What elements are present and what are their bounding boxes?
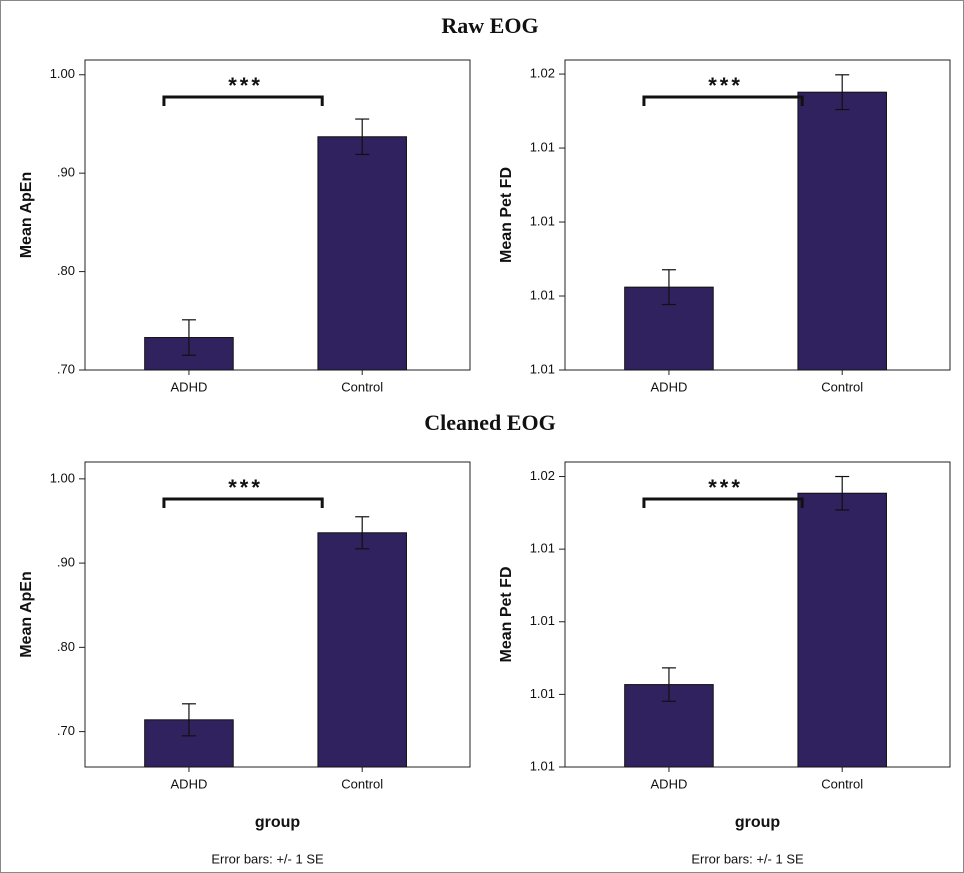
plot-area xyxy=(564,461,951,768)
plot-area xyxy=(84,59,471,371)
x-tick-label: ADHD xyxy=(171,379,208,394)
x-tick-label: Control xyxy=(821,379,863,394)
y-axis-label: Mean Pet FD xyxy=(498,566,515,662)
error-bar xyxy=(835,475,850,511)
y-tick-label: 1.02 xyxy=(530,468,555,483)
bar xyxy=(797,492,887,768)
y-tick-label: 1.01 xyxy=(530,686,555,701)
y-tick-label: .90 xyxy=(57,165,75,180)
x-axis-label: group xyxy=(255,814,301,831)
y-tick-label: .70 xyxy=(57,723,75,738)
significance-bracket xyxy=(642,497,804,508)
y-tick-label: 1.02 xyxy=(530,65,555,80)
plot-area xyxy=(564,59,951,371)
footnote: Error bars: +/- 1 SE xyxy=(211,851,324,866)
x-tick-label: ADHD xyxy=(651,379,688,394)
y-axis-label: Mean Pet FD xyxy=(498,167,515,263)
y-tick-label: .80 xyxy=(57,263,75,278)
y-tick-label: .70 xyxy=(57,361,75,376)
significance-bracket xyxy=(162,95,324,106)
x-tick-label: Control xyxy=(341,776,383,791)
y-tick-label: .90 xyxy=(57,555,75,570)
x-tick-label: Control xyxy=(821,776,863,791)
y-axis-label: Mean ApEn xyxy=(18,172,35,259)
error-bar xyxy=(355,516,370,550)
error-bar xyxy=(181,319,196,356)
significance-label: *** xyxy=(228,73,263,98)
error-bar xyxy=(181,703,196,737)
y-tick-label: 1.01 xyxy=(530,361,555,376)
x-tick-label: ADHD xyxy=(651,776,688,791)
y-tick-label: 1.01 xyxy=(530,758,555,773)
significance-label: *** xyxy=(708,475,743,500)
significance-bracket xyxy=(642,95,804,106)
error-bar xyxy=(661,269,676,306)
y-tick-label: 1.01 xyxy=(530,613,555,628)
plot-area xyxy=(84,461,471,768)
footnote: Error bars: +/- 1 SE xyxy=(691,851,804,866)
y-tick-label: 1.01 xyxy=(530,287,555,302)
bar xyxy=(797,91,887,371)
significance-label: *** xyxy=(228,475,263,500)
x-tick-label: Control xyxy=(341,379,383,394)
y-tick-label: 1.00 xyxy=(50,66,75,81)
error-bar xyxy=(835,74,850,111)
x-tick-label: ADHD xyxy=(171,776,208,791)
error-bar xyxy=(355,118,370,156)
section-title: Raw EOG xyxy=(441,13,538,38)
error-bar xyxy=(661,667,676,702)
y-tick-label: 1.01 xyxy=(530,213,555,228)
y-tick-label: .80 xyxy=(57,639,75,654)
y-tick-label: 1.01 xyxy=(530,139,555,154)
y-tick-label: 1.00 xyxy=(50,470,75,485)
x-axis-label: group xyxy=(735,814,781,831)
y-tick-label: 1.01 xyxy=(530,541,555,556)
significance-bracket xyxy=(162,497,324,508)
bar xyxy=(317,532,407,768)
section-title: Cleaned EOG xyxy=(424,410,555,435)
bar xyxy=(317,136,407,371)
y-axis-label: Mean ApEn xyxy=(18,571,35,658)
significance-label: *** xyxy=(708,73,743,98)
